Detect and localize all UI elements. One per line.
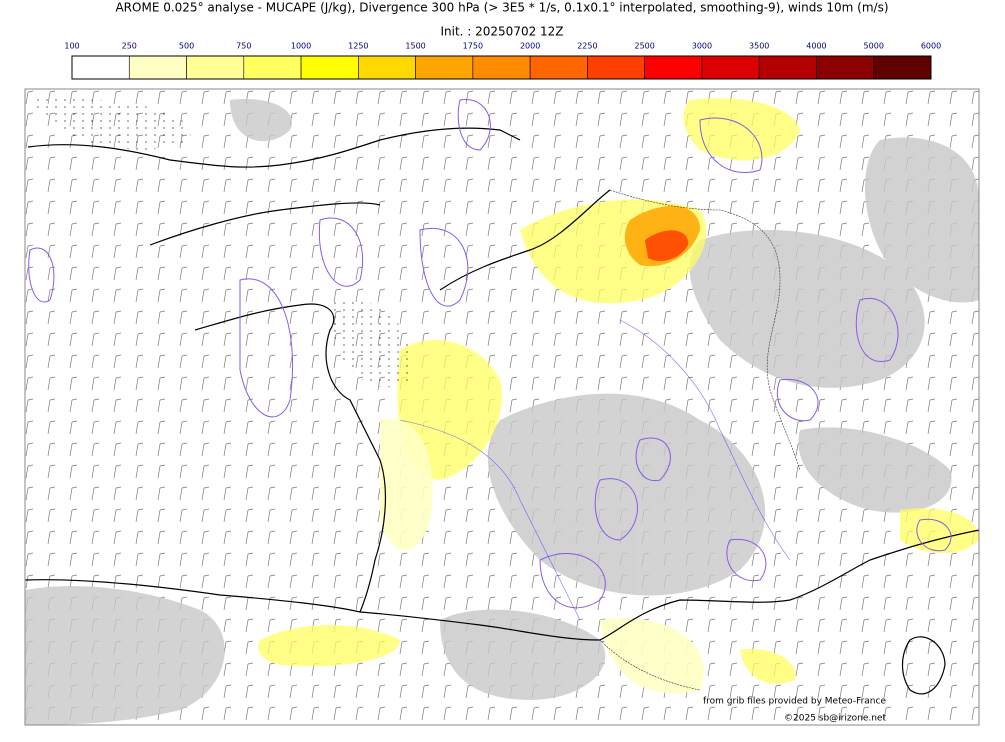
colorbar-tick-label: 1500: [405, 42, 425, 51]
map: [25, 89, 979, 725]
colorbar-box: [529, 55, 588, 80]
colorbar-tick-label: 3000: [692, 42, 712, 51]
colorbar-box: [873, 55, 932, 80]
colorbar-box: [186, 55, 245, 80]
colorbar-tick-label: 1250: [348, 42, 368, 51]
colorbar-box: [587, 55, 645, 80]
map-frame: [24, 88, 980, 726]
colorbar-tick-label: 2500: [634, 42, 654, 51]
colorbar-tick-label: 2250: [577, 42, 597, 51]
colorbar-box: [701, 55, 760, 80]
colorbar-tick-label: 1000: [291, 42, 311, 51]
colorbar-box: [816, 55, 875, 80]
colorbar-box: [415, 55, 474, 80]
credit-source: from grib files provided by Meteo-France: [703, 697, 886, 707]
title: AROME 0.025° analyse - MUCAPE (J/kg), Di…: [115, 1, 888, 15]
credit-author: ©2025 sb@irizone.net: [784, 714, 886, 724]
colorbar-tick-label: 1750: [463, 42, 483, 51]
colorbar-tick-label: 6000: [921, 42, 941, 51]
colorbar-box: [300, 55, 359, 80]
colorbar-tick-label: 750: [236, 42, 251, 51]
colorbar-box: [758, 55, 817, 80]
colorbar-tick-label: 100: [64, 42, 79, 51]
colorbar-outline: [71, 55, 932, 80]
colorbar-box: [71, 55, 130, 80]
colorbar-box: [243, 55, 302, 80]
init-time: Init. : 20250702 12Z: [440, 25, 563, 39]
colorbar-tick-label: 4000: [806, 42, 826, 51]
colorbar-box: [128, 55, 187, 80]
colorbar-box: [644, 55, 703, 80]
colorbar-tick-label: 2000: [520, 42, 540, 51]
colorbar: 100 250 500 750 1000 1250 1500 1750 2000 2250 2500…: [64, 42, 941, 80]
colorbar-tick-label: 250: [122, 42, 137, 51]
colorbar-box: [358, 55, 416, 80]
colorbar-box: [472, 55, 531, 80]
colorbar-tick-label: 5000: [864, 42, 884, 51]
colorbar-tick-label: 3500: [749, 42, 769, 51]
colorbar-tick-label: 500: [179, 42, 194, 51]
